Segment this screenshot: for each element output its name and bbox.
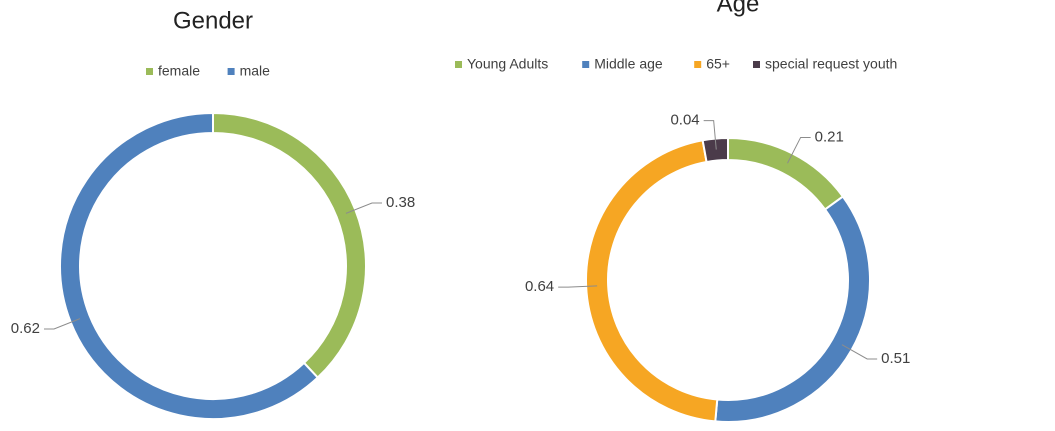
donut-slice [59, 111, 320, 420]
legend-label: female [158, 63, 200, 79]
chart-title: Gender [173, 7, 253, 34]
legend-swatch [455, 61, 462, 68]
legend-label: special request youth [765, 56, 897, 72]
legend-swatch [753, 61, 760, 68]
leader-line [703, 120, 717, 150]
data-label: 0.62 [11, 320, 40, 337]
donut-slice [701, 136, 729, 164]
leader-line [345, 202, 382, 214]
legend-swatch [694, 61, 702, 68]
legend-label: Young Adults [467, 56, 548, 72]
leader-line [44, 318, 81, 330]
data-label: 0.04 [670, 112, 699, 129]
legend-swatch [227, 68, 235, 75]
legend-label: male [240, 63, 271, 79]
data-label: 0.38 [386, 194, 415, 211]
legend-label: 65+ [706, 56, 730, 72]
donut-slice [714, 195, 871, 423]
legend-label: Middle age [594, 56, 663, 72]
data-label: 0.51 [881, 350, 910, 367]
legend-swatch [146, 68, 153, 75]
data-label: 0.64 [525, 278, 554, 295]
legend-swatch [582, 61, 590, 68]
donut-slice [212, 111, 367, 379]
data-label: 0.21 [815, 128, 844, 145]
chart-title: Age [717, 0, 760, 17]
donut-slice [585, 139, 719, 423]
donut-slice [727, 136, 845, 211]
leader-line [787, 136, 811, 164]
leader-line [841, 344, 878, 360]
leader-line [558, 285, 598, 288]
